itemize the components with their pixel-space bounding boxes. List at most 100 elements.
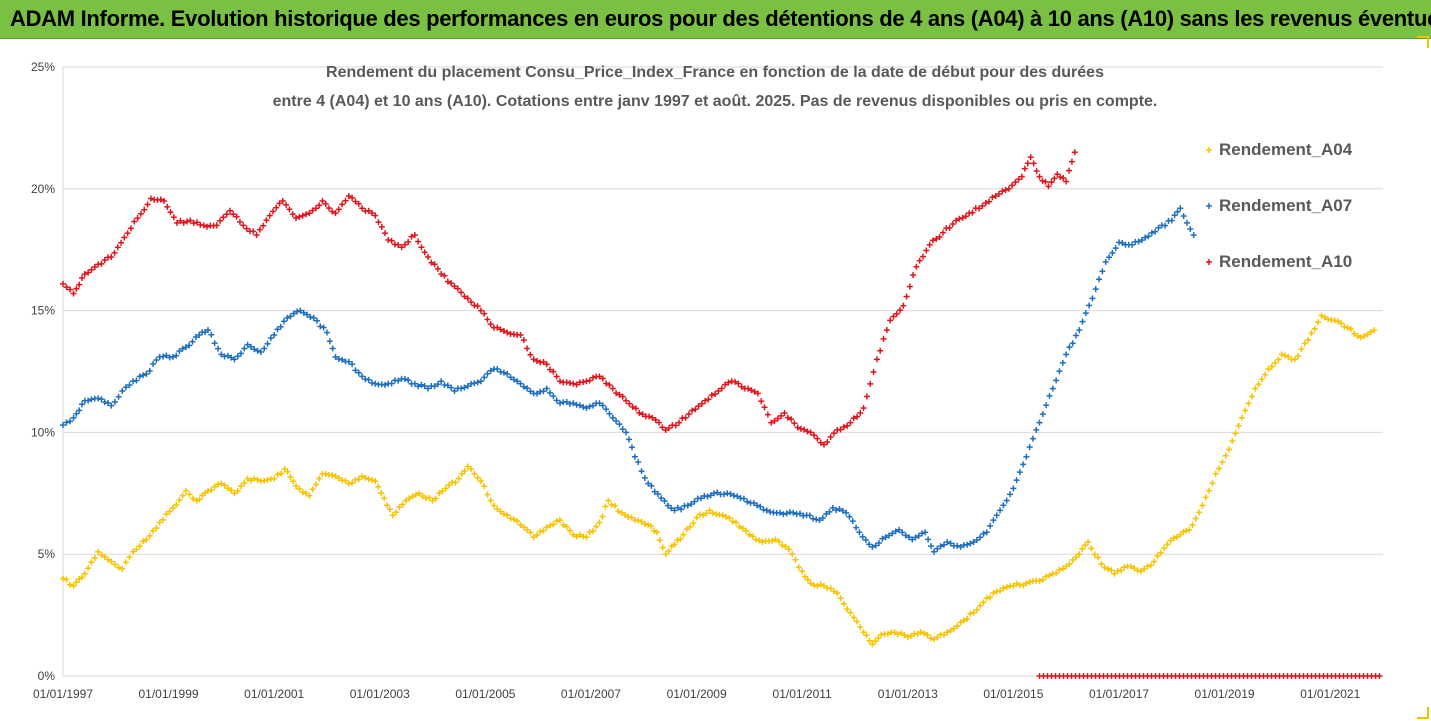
point-Rendement_A04 bbox=[1344, 324, 1351, 331]
point-Rendement_A07 bbox=[674, 504, 681, 511]
point-Rendement_A07 bbox=[1026, 444, 1033, 451]
point-Rendement_A04 bbox=[412, 491, 419, 498]
point-Rendement_A04 bbox=[924, 632, 931, 639]
point-Rendement_A10 bbox=[137, 210, 144, 217]
point-Rendement_A04 bbox=[88, 559, 95, 566]
point-Rendement_A10 bbox=[339, 201, 346, 208]
point-Rendement_A07 bbox=[163, 352, 170, 359]
point-Rendement_A07 bbox=[133, 377, 140, 384]
point-Rendement_A04 bbox=[251, 475, 258, 482]
point-Rendement_A04 bbox=[850, 614, 857, 621]
x-tick-label: 01/01/2009 bbox=[667, 687, 727, 701]
point-Rendement_A04 bbox=[563, 523, 570, 530]
point-Rendement_A10 bbox=[580, 379, 587, 386]
point-Rendement_A07 bbox=[1086, 302, 1093, 309]
point-Rendement_A10 bbox=[81, 271, 88, 278]
point-Rendement_A10 bbox=[303, 211, 310, 218]
point-Rendement_A04 bbox=[1118, 567, 1125, 574]
point-Rendement_A04 bbox=[464, 463, 471, 470]
point-Rendement_A07 bbox=[623, 429, 630, 436]
point-Rendement_A04 bbox=[73, 579, 80, 586]
point-Rendement_A10 bbox=[243, 225, 250, 232]
x-tick-label: 01/01/2007 bbox=[561, 687, 621, 701]
point-Rendement_A07 bbox=[586, 403, 593, 410]
point-Rendement_A10 bbox=[797, 425, 804, 432]
point-Rendement_A07 bbox=[944, 539, 951, 546]
point-Rendement_A04 bbox=[665, 547, 672, 554]
point-Rendement_A07 bbox=[1036, 419, 1043, 426]
point-Rendement_A04 bbox=[247, 477, 254, 484]
point-Rendement_A04 bbox=[1245, 400, 1252, 407]
point-Rendement_A04 bbox=[854, 618, 861, 625]
point-Rendement_A04 bbox=[510, 516, 517, 523]
point-Rendement_A04 bbox=[1199, 502, 1206, 509]
point-Rendement_A04 bbox=[1069, 556, 1076, 563]
point-Rendement_A04 bbox=[1144, 563, 1151, 570]
x-tick-label: 01/01/2013 bbox=[878, 687, 938, 701]
point-Rendement_A10 bbox=[190, 220, 197, 227]
point-Rendement_A07 bbox=[520, 383, 527, 390]
point-Rendement_A10 bbox=[349, 194, 356, 201]
point-Rendement_A07 bbox=[395, 377, 402, 384]
point-Rendement_A04 bbox=[416, 490, 423, 497]
point-Rendement_A04 bbox=[866, 637, 873, 644]
point-Rendement_A04 bbox=[293, 482, 300, 489]
point-Rendement_A10 bbox=[118, 239, 125, 246]
point-Rendement_A07 bbox=[664, 502, 671, 509]
point-Rendement_A10 bbox=[619, 393, 626, 400]
point-Rendement_A07 bbox=[196, 331, 203, 338]
point-Rendement_A07 bbox=[1089, 295, 1096, 302]
corner-bracket-bottom-right bbox=[1417, 707, 1429, 719]
point-Rendement_A04 bbox=[426, 494, 433, 501]
point-Rendement_A07 bbox=[990, 517, 997, 524]
point-Rendement_A07 bbox=[1148, 229, 1155, 236]
point-Rendement_A10 bbox=[408, 233, 415, 240]
point-Rendement_A10 bbox=[992, 193, 999, 200]
point-Rendement_A04 bbox=[399, 501, 406, 508]
point-Rendement_A10 bbox=[236, 218, 243, 225]
point-Rendement_A10 bbox=[649, 414, 656, 421]
point-Rendement_A04 bbox=[173, 501, 180, 508]
point-Rendement_A04 bbox=[1104, 565, 1111, 572]
point-Rendement_A07 bbox=[208, 331, 215, 338]
point-Rendement_A10 bbox=[256, 226, 263, 233]
point-Rendement_A10 bbox=[385, 236, 392, 243]
point-Rendement_A07 bbox=[698, 495, 705, 502]
point-Rendement_A04 bbox=[524, 526, 531, 533]
point-Rendement_A04 bbox=[335, 475, 342, 482]
point-Rendement_A10 bbox=[817, 439, 824, 446]
point-Rendement_A10 bbox=[745, 385, 752, 392]
point-Rendement_A10 bbox=[890, 313, 897, 320]
point-Rendement_A10 bbox=[372, 212, 379, 219]
point-Rendement_A10 bbox=[933, 235, 940, 242]
point-Rendement_A04 bbox=[656, 537, 663, 544]
point-Rendement_A07 bbox=[836, 505, 843, 512]
point-Rendement_A07 bbox=[290, 310, 297, 317]
point-Rendement_A10 bbox=[127, 225, 134, 232]
point-Rendement_A10 bbox=[63, 284, 70, 291]
point-Rendement_A04 bbox=[1147, 562, 1154, 569]
point-Rendement_A07 bbox=[1096, 276, 1103, 283]
point-Rendement_A10 bbox=[860, 405, 867, 412]
point-Rendement_A04 bbox=[671, 541, 678, 548]
point-Rendement_A10 bbox=[1042, 178, 1049, 185]
point-Rendement_A10 bbox=[187, 217, 194, 224]
point-Rendement_A04 bbox=[81, 570, 88, 577]
point-Rendement_A04 bbox=[1026, 578, 1033, 585]
point-Rendement_A04 bbox=[303, 490, 310, 497]
point-Rendement_A10 bbox=[953, 217, 960, 224]
point-Rendement_A04 bbox=[429, 497, 436, 504]
point-Rendement_A07 bbox=[224, 352, 231, 359]
point-Rendement_A04 bbox=[1258, 376, 1265, 383]
point-Rendement_A04 bbox=[543, 524, 550, 531]
point-Rendement_A10 bbox=[375, 219, 382, 226]
point-Rendement_A07 bbox=[79, 401, 86, 408]
point-Rendement_A10 bbox=[378, 223, 385, 230]
point-Rendement_A10 bbox=[662, 426, 669, 433]
point-Rendement_A04 bbox=[322, 471, 329, 478]
point-Rendement_A04 bbox=[452, 479, 459, 486]
point-Rendement_A10 bbox=[1012, 179, 1019, 186]
point-Rendement_A10 bbox=[923, 247, 930, 254]
point-Rendement_A04 bbox=[1222, 452, 1229, 459]
point-Rendement_A10 bbox=[986, 198, 993, 205]
